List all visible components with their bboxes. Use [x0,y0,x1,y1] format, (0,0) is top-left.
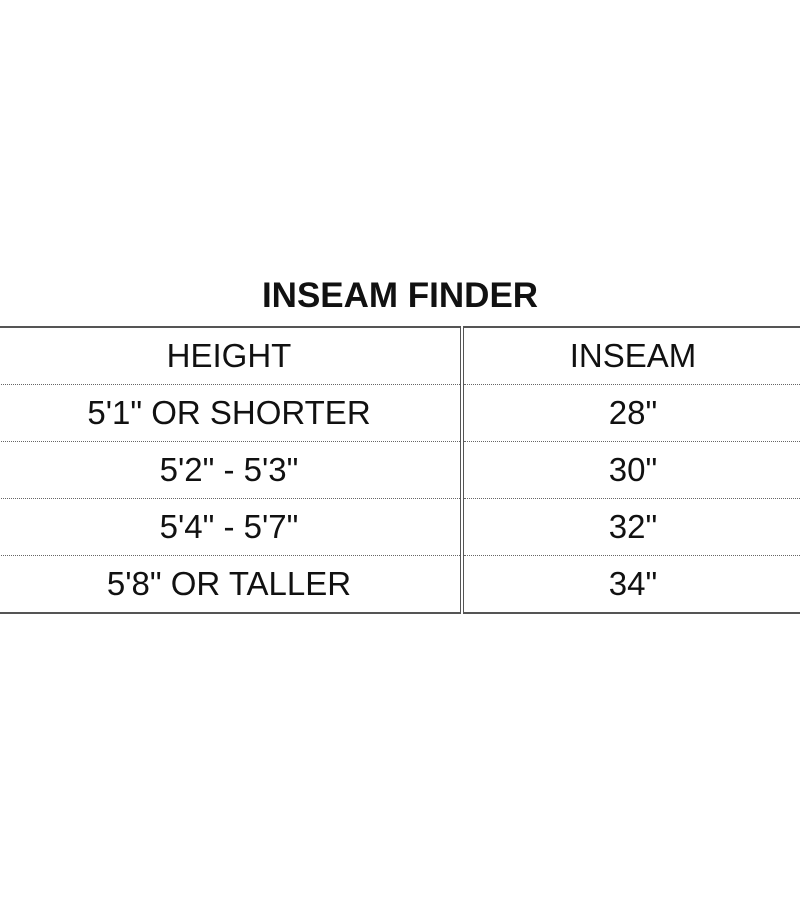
inseam-cell: 32" [462,498,800,556]
table-row: 5'1" OR SHORTER 28" [0,384,800,442]
height-cell: 5'4" - 5'7" [0,498,464,556]
inseam-table: HEIGHT INSEAM 5'1" OR SHORTER 28" 5'2" -… [0,326,800,614]
height-cell: 5'1" OR SHORTER [0,384,464,442]
table-row: 5'4" - 5'7" 32" [0,498,800,556]
header-inseam: INSEAM [462,327,800,385]
inseam-cell: 28" [462,384,800,442]
table-header-row: HEIGHT INSEAM [0,327,800,385]
inseam-cell: 30" [462,441,800,499]
height-cell: 5'8" OR TALLER [0,555,464,613]
table-row: 5'2" - 5'3" 30" [0,441,800,499]
header-height: HEIGHT [0,327,464,385]
page-title: INSEAM FINDER [261,276,539,315]
inseam-cell: 34" [608,565,658,602]
table-row: 5'8" OR TALLER 34" [0,555,800,613]
height-cell: 5'2" - 5'3" [0,441,464,499]
